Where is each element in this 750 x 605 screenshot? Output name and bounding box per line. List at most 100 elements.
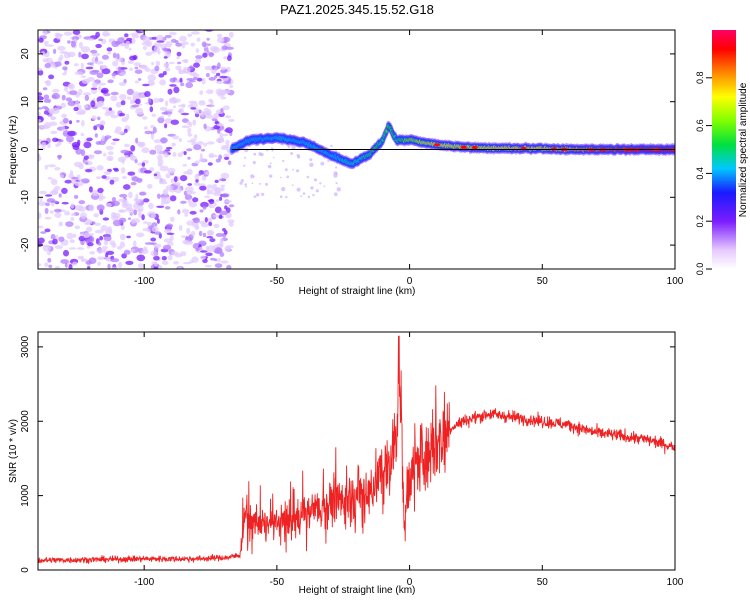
- noise-blob: [156, 34, 164, 42]
- noise-blob: [98, 197, 103, 201]
- noise-blob: [186, 78, 195, 81]
- noise-blob: [165, 173, 171, 179]
- noise-speckle: [239, 181, 243, 185]
- noise-blob: [154, 144, 163, 151]
- y-tick-label: 3000: [20, 335, 31, 358]
- snr-y-label: SNR (10 * v/v): [8, 419, 19, 483]
- noise-blob: [107, 79, 114, 84]
- noise-blob: [204, 217, 208, 223]
- noise-blob: [187, 183, 193, 186]
- noise-blob: [76, 247, 85, 250]
- noise-blob: [71, 177, 79, 180]
- y-tick-label: 1000: [20, 484, 31, 507]
- noise-blob: [161, 111, 169, 115]
- noise-blob: [189, 210, 197, 215]
- noise-blob: [178, 266, 182, 269]
- noise-blob: [111, 72, 117, 77]
- noise-blob: [117, 156, 126, 163]
- noise-blob: [133, 62, 142, 67]
- noise-blob: [117, 37, 125, 44]
- noise-blob: [112, 60, 119, 67]
- noise-blob: [135, 137, 139, 144]
- noise-blob: [164, 228, 172, 234]
- noise-blob: [68, 120, 73, 125]
- noise-blob: [57, 57, 63, 63]
- noise-blob: [43, 30, 48, 36]
- noise-blob: [134, 66, 139, 70]
- figure-title: PAZ1.2025.345.15.52.G18: [280, 2, 434, 17]
- noise-blob: [148, 202, 154, 210]
- noise-blob: [121, 253, 127, 259]
- snr-frame: [37, 331, 676, 571]
- noise-blob: [142, 83, 150, 87]
- noise-blob: [179, 35, 187, 42]
- noise-blob: [125, 260, 134, 265]
- noise-blob: [38, 225, 44, 229]
- noise-blob: [180, 112, 190, 116]
- noise-blob: [138, 211, 142, 218]
- noise-blob: [38, 201, 47, 207]
- noise-blob: [101, 106, 109, 110]
- noise-blob: [52, 89, 60, 93]
- noise-blob: [70, 217, 75, 221]
- noise-blob: [46, 198, 56, 203]
- noise-speckle: [272, 156, 275, 159]
- noise-blob: [179, 77, 183, 83]
- noise-blob: [161, 199, 165, 207]
- noise-blob: [38, 154, 41, 161]
- noise-blob: [149, 167, 155, 172]
- noise-blob: [96, 204, 105, 211]
- noise-blob: [85, 169, 93, 173]
- noise-blob: [132, 91, 141, 99]
- noise-blob: [195, 48, 200, 53]
- noise-blob: [94, 133, 98, 138]
- noise-blob: [219, 252, 225, 257]
- noise-blob: [78, 200, 86, 205]
- noise-blob: [228, 31, 234, 38]
- noise-blob: [58, 139, 64, 143]
- noise-blob: [74, 225, 81, 230]
- noise-blob: [144, 126, 148, 130]
- noise-blob: [123, 184, 131, 190]
- noise-blob: [112, 52, 117, 59]
- noise-blob: [54, 212, 62, 219]
- noise-blob: [133, 240, 137, 247]
- noise-blob: [208, 205, 215, 209]
- noise-blob: [134, 159, 138, 164]
- noise-blob: [187, 156, 191, 160]
- noise-blob: [206, 184, 214, 189]
- noise-blob: [74, 181, 84, 187]
- noise-blob: [204, 195, 211, 198]
- noise-blob: [51, 95, 57, 99]
- noise-blob: [164, 67, 171, 72]
- noise-speckle: [243, 164, 246, 167]
- snr-x-label: Height of straight line (km): [299, 585, 416, 596]
- noise-blob: [117, 261, 123, 268]
- noise-blob: [73, 63, 79, 67]
- noise-blob: [96, 165, 104, 171]
- noise-blob: [167, 109, 174, 112]
- noise-blob: [134, 80, 139, 84]
- noise-blob: [159, 165, 169, 172]
- noise-blob: [120, 167, 126, 174]
- noise-blob: [181, 235, 186, 238]
- noise-speckle: [315, 189, 319, 193]
- noise-blob: [198, 101, 206, 106]
- noise-blob: [61, 187, 68, 194]
- noise-blob: [190, 231, 196, 236]
- noise-blob: [175, 42, 183, 47]
- noise-blob: [167, 254, 173, 261]
- noise-blob: [139, 142, 146, 147]
- noise-blob: [178, 107, 184, 114]
- noise-blob: [186, 227, 191, 235]
- noise-blob: [204, 65, 212, 71]
- noise-blob: [199, 185, 207, 191]
- noise-blob: [64, 86, 68, 92]
- noise-blob: [177, 209, 181, 215]
- noise-blob: [85, 66, 94, 70]
- noise-blob: [78, 51, 82, 58]
- noise-blob: [90, 100, 96, 108]
- noise-blob: [150, 250, 159, 257]
- noise-blob: [173, 261, 180, 265]
- noise-blob: [80, 212, 87, 219]
